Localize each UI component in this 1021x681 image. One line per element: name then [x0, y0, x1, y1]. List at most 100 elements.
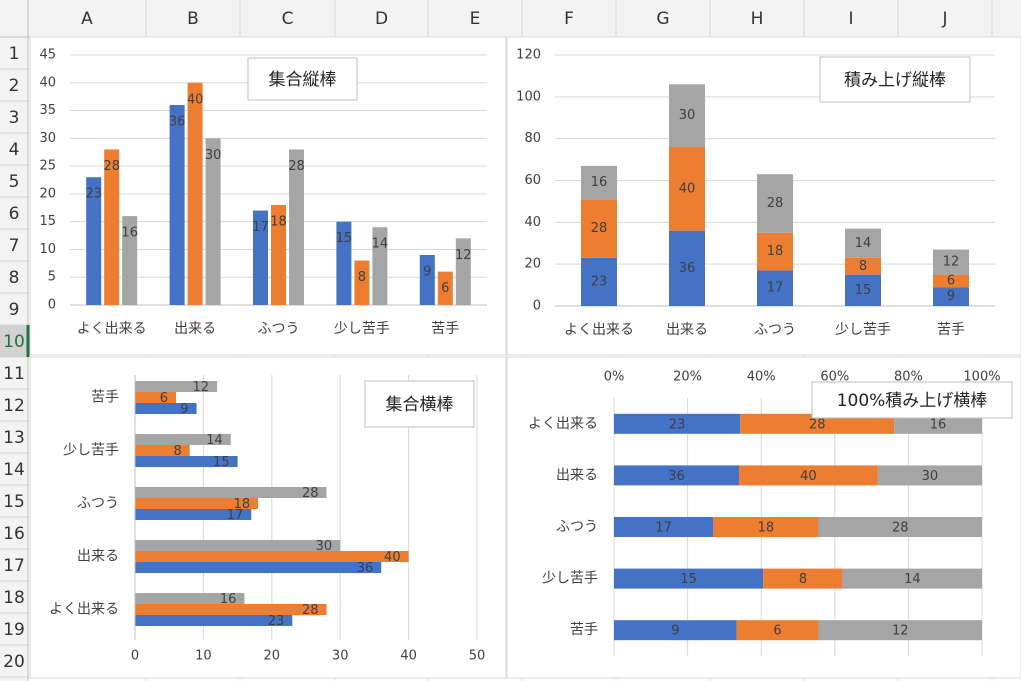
data-label: 12	[193, 380, 210, 395]
column-header[interactable]: J	[941, 9, 947, 29]
column-header[interactable]: G	[656, 9, 669, 29]
bar	[135, 487, 327, 498]
bar	[135, 403, 197, 414]
bar-segment	[614, 465, 739, 486]
y-tick-label: 30	[39, 131, 56, 146]
bar-segment	[763, 568, 843, 589]
column-header[interactable]: H	[751, 9, 764, 29]
title-box[interactable]	[364, 380, 475, 428]
title-box[interactable]	[819, 56, 971, 103]
column-header[interactable]: A	[81, 9, 93, 29]
column-header[interactable]: F	[564, 9, 574, 29]
bar-segment	[614, 413, 741, 434]
y-tick-label: 0	[533, 299, 541, 314]
y-tick-label: 少し苦手	[63, 443, 119, 459]
bar-segment	[614, 568, 764, 589]
data-label: 23	[669, 417, 686, 432]
y-tick-label: ふつう	[556, 519, 598, 535]
chart: 0 20 40 60 80 100 120 よく出来る 23 28 16 出来る 36 40 30 ふつう 17…	[506, 36, 1021, 356]
title-box[interactable]	[247, 57, 358, 101]
bar-segment	[845, 228, 881, 258]
bar-segment	[845, 274, 881, 306]
bar-segment	[581, 199, 617, 258]
y-tick-label: 20	[524, 257, 541, 272]
bar	[419, 255, 435, 305]
row-header[interactable]: 18	[3, 588, 25, 608]
bar-segment	[614, 517, 714, 537]
row-header[interactable]: 4	[9, 140, 20, 160]
bar-segment	[818, 517, 982, 537]
bar	[336, 221, 352, 305]
data-label: 15	[336, 231, 353, 246]
bar-segment	[713, 517, 819, 537]
row-header[interactable]: 5	[9, 172, 20, 192]
row-header[interactable]: 6	[9, 204, 20, 224]
column-header[interactable]: D	[375, 9, 388, 29]
data-label: 30	[922, 469, 939, 484]
data-label: 14	[855, 236, 872, 251]
row-header[interactable]: 2	[9, 76, 20, 96]
bar-segment	[933, 287, 969, 306]
column-header[interactable]: C	[282, 9, 294, 29]
bar-segment	[845, 257, 881, 275]
data-label: 40	[800, 469, 817, 484]
row-header[interactable]: 15	[3, 492, 25, 512]
row-header[interactable]: 19	[3, 620, 25, 640]
row-header[interactable]: 3	[9, 108, 20, 128]
charts: 051015202530354045よく出来る232816出来る364030ふつ…	[29, 36, 1021, 679]
column-header[interactable]: I	[848, 9, 853, 29]
y-tick-label: 60	[524, 173, 541, 188]
bar-segment	[581, 165, 617, 200]
row-header[interactable]: 7	[9, 236, 20, 256]
bar	[455, 238, 471, 305]
data-label: 6	[160, 391, 168, 406]
data-label: 28	[103, 159, 120, 174]
data-label: 30	[679, 108, 696, 123]
bar	[253, 210, 268, 305]
row-header[interactable]: 12	[3, 396, 25, 416]
bar	[372, 227, 388, 305]
bar	[135, 434, 231, 445]
bar	[169, 105, 185, 305]
bar-segment	[736, 620, 819, 641]
data-label: 16	[121, 226, 138, 241]
data-label: 15	[855, 283, 872, 298]
row-header[interactable]: 9	[9, 300, 20, 320]
bar-segment	[842, 568, 982, 589]
selected-row-header	[0, 325, 28, 357]
data-label: 28	[302, 603, 319, 618]
x-tick-label: 60%	[820, 370, 849, 385]
x-tick-label: 20	[264, 649, 281, 664]
data-label: 12	[455, 248, 472, 263]
x-tick-label: 出来る	[666, 322, 708, 338]
column-header[interactable]: B	[187, 9, 199, 29]
y-tick-label: 40	[524, 215, 541, 230]
x-tick-label: 苦手	[431, 321, 459, 337]
row-header[interactable]: 14	[3, 460, 25, 480]
row-header[interactable]: 13	[3, 428, 25, 448]
title-box[interactable]	[811, 381, 1013, 419]
data-label: 36	[169, 115, 186, 130]
x-tick-label: 30	[332, 649, 349, 664]
column-header-bar	[0, 0, 1021, 37]
bar-segment	[818, 620, 982, 641]
x-tick-label: 40%	[747, 370, 776, 385]
row-header[interactable]: 10	[3, 332, 25, 352]
data-label: 9	[423, 265, 431, 280]
row-header[interactable]: 11	[3, 364, 25, 384]
row-header[interactable]: 20	[3, 652, 25, 672]
data-label: 28	[892, 521, 909, 536]
y-tick-label: 苦手	[570, 622, 598, 638]
data-label: 40	[384, 550, 401, 565]
data-label: 16	[591, 175, 608, 190]
column-header[interactable]: E	[470, 9, 481, 29]
bar	[135, 551, 409, 562]
bar-segment	[669, 147, 705, 231]
row-header[interactable]: 17	[3, 556, 25, 576]
data-label: 18	[758, 521, 775, 536]
row-header[interactable]: 16	[3, 524, 25, 544]
data-label: 8	[799, 572, 807, 587]
bar	[135, 445, 190, 456]
row-header[interactable]: 1	[9, 44, 20, 64]
row-header[interactable]: 8	[9, 268, 20, 288]
